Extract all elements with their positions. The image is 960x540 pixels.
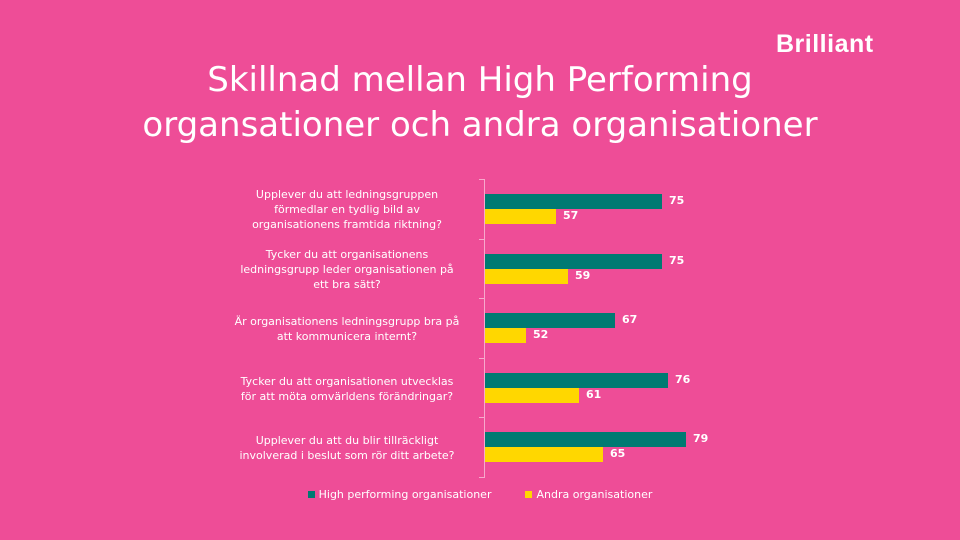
bar-andra xyxy=(485,328,526,343)
category-label-line: involverad i beslut som rör ditt arbete? xyxy=(239,449,455,462)
axis-tick xyxy=(479,239,485,240)
category-label: Upplever du att du blir tillräckligt invo… xyxy=(222,433,472,463)
data-label: 52 xyxy=(533,328,549,341)
brilliant-logo: Brilliant xyxy=(776,30,874,58)
legend: High performing organisationer Andra org… xyxy=(0,488,960,501)
data-label: 59 xyxy=(575,269,591,282)
title-line-1: Skillnad mellan High Performing xyxy=(207,60,753,100)
bar-andra xyxy=(485,447,603,462)
data-label: 79 xyxy=(693,432,709,445)
bar-high-performing xyxy=(485,313,615,328)
page-title: Skillnad mellan High Performing organsat… xyxy=(0,58,960,148)
category-label: Tycker du att organisationens ledningsgru… xyxy=(222,247,472,292)
bar-high-performing xyxy=(485,254,662,269)
bar-andra xyxy=(485,209,556,224)
title-line-2: organsationer och andra organisationer xyxy=(142,105,818,145)
legend-label: High performing organisationer xyxy=(318,488,492,501)
bar-high-performing xyxy=(485,432,686,447)
data-label: 76 xyxy=(675,373,691,386)
category-label-line: Tycker du att organisationen utvecklas xyxy=(240,375,454,388)
axis-tick xyxy=(479,358,485,359)
category-label-line: att kommunicera internt? xyxy=(276,330,418,343)
category-label-line: för att möta omvärldens förändringar? xyxy=(240,390,454,403)
category-label-line: ledningsgrupp leder organisationen på xyxy=(240,263,454,276)
category-label-line: Tycker du att organisationens xyxy=(265,248,429,261)
category-label: Är organisationens ledningsgrupp bra på a… xyxy=(222,314,472,344)
legend-swatch-teal xyxy=(307,491,315,498)
category-label-line: ett bra sätt? xyxy=(313,278,381,291)
axis-tick xyxy=(479,417,485,418)
category-label-line: organisationens framtida riktning? xyxy=(252,218,442,231)
bar-high-performing xyxy=(485,194,662,209)
data-label: 57 xyxy=(563,209,579,222)
data-label: 61 xyxy=(586,388,602,401)
axis-tick xyxy=(479,179,485,180)
data-label: 67 xyxy=(622,313,638,326)
legend-item-andra: Andra organisationer xyxy=(525,488,652,501)
legend-item-high-performing: High performing organisationer xyxy=(307,488,492,501)
bar-andra xyxy=(485,388,579,403)
category-axis xyxy=(484,179,485,477)
bar-high-performing xyxy=(485,373,668,388)
category-label: Tycker du att organisationen utvecklas fö… xyxy=(222,374,472,404)
legend-label: Andra organisationer xyxy=(536,488,653,501)
category-label-line: Upplever du att ledningsgruppen xyxy=(255,188,439,201)
axis-tick xyxy=(479,477,485,478)
data-label: 65 xyxy=(610,447,626,460)
legend-swatch-yellow xyxy=(525,491,533,498)
data-label: 75 xyxy=(669,194,685,207)
category-label: Upplever du att ledningsgruppen förmedlar… xyxy=(222,187,472,232)
axis-tick xyxy=(479,298,485,299)
category-label-line: Är organisationens ledningsgrupp bra på xyxy=(234,315,460,328)
data-label: 75 xyxy=(669,254,685,267)
bar-andra xyxy=(485,269,568,284)
category-label-line: förmedlar en tydlig bild av xyxy=(274,203,420,216)
category-label-line: Upplever du att du blir tillräckligt xyxy=(255,434,439,447)
